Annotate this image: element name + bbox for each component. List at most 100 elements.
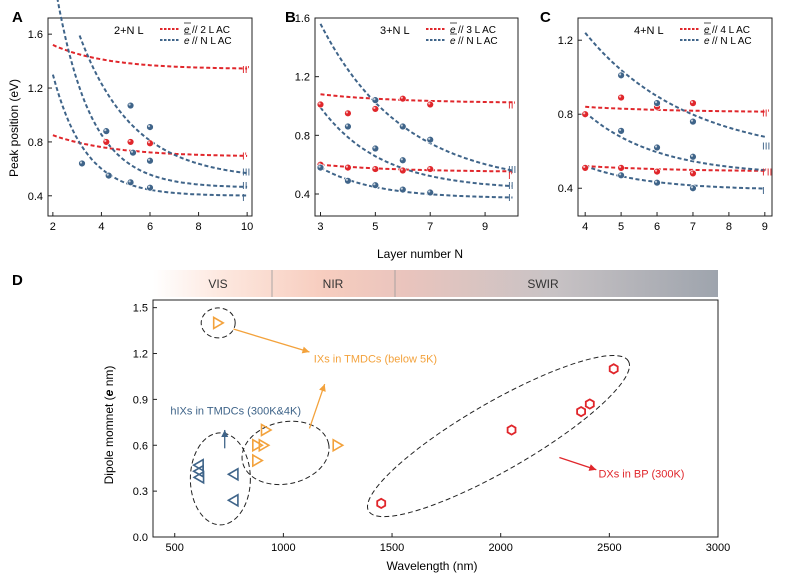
dx-marker xyxy=(608,363,619,375)
data-point xyxy=(399,156,407,164)
x-tick-label: 1000 xyxy=(271,542,295,554)
data-point xyxy=(344,122,352,131)
ix-marker xyxy=(332,438,345,453)
curve-label: III xyxy=(242,168,250,179)
plot-frame xyxy=(577,17,773,217)
panel-title: 2+N L xyxy=(114,25,144,37)
x-tick-label: 9 xyxy=(762,221,768,233)
x-axis-label-top: Layer number N xyxy=(377,247,463,261)
fit-curve xyxy=(52,134,248,157)
y-tick-label: 1.2 xyxy=(558,35,573,47)
data-point-highlight xyxy=(373,106,376,110)
data-point xyxy=(102,138,110,146)
data-point-highlight xyxy=(373,98,376,101)
data-point-highlight xyxy=(345,111,349,114)
band-label-vis: VIS xyxy=(208,277,227,291)
data-point-highlight xyxy=(690,171,694,174)
x-axis-label-d: Wavelength (nm) xyxy=(387,559,478,573)
y-tick-label: 0.4 xyxy=(28,191,43,203)
curve-label: I' xyxy=(508,171,513,182)
band-label-nir: NIR xyxy=(323,277,344,291)
data-point-highlight xyxy=(654,180,658,183)
dx-marker xyxy=(576,405,586,418)
dx-marker xyxy=(506,424,517,436)
data-point xyxy=(689,153,697,161)
legend-label: // 4 L AC xyxy=(712,25,750,36)
x-tick-label: 4 xyxy=(582,221,588,233)
data-point-highlight xyxy=(583,112,586,115)
data-point-highlight xyxy=(106,173,109,176)
x-tick-label: 5 xyxy=(372,221,378,233)
chart-panel-d: 500 1000 1500 2000 2500 3000 0.0 0.3 0.6 0.9 1.2 1.… xyxy=(133,299,730,554)
x-tick-label: 6 xyxy=(654,221,660,233)
arrow-ixs-head xyxy=(301,346,310,354)
data-point-highlight xyxy=(104,129,107,132)
dx-marker xyxy=(376,497,387,510)
y-tick-label: 0.3 xyxy=(133,486,148,498)
data-point xyxy=(653,178,661,187)
spectrum-bar: VIS NIR SWIR xyxy=(153,270,718,297)
data-point-highlight xyxy=(428,166,431,170)
curve-label: II xyxy=(242,181,248,192)
data-point-highlight xyxy=(690,154,694,157)
group-ellipse xyxy=(241,420,330,486)
fit-curve xyxy=(320,93,513,104)
data-point xyxy=(653,143,661,152)
data-point xyxy=(399,166,407,175)
legend-label: // 2 L AC xyxy=(192,25,230,36)
y-axis-label-top: Peak position (eV) xyxy=(7,79,21,177)
fit-curve xyxy=(584,32,766,138)
y-tick-label: 0.0 xyxy=(133,532,148,544)
data-point-highlight xyxy=(400,168,403,171)
data-point xyxy=(689,169,697,178)
panel-title: 4+N L xyxy=(634,25,664,37)
data-point-highlight xyxy=(104,139,107,143)
data-point xyxy=(146,184,154,192)
data-point xyxy=(581,110,589,118)
data-point-highlight xyxy=(428,102,431,105)
legend-symbol: e xyxy=(184,36,190,47)
data-point xyxy=(617,93,625,102)
legend-label: // 3 L AC xyxy=(458,25,496,36)
curve-label: I' xyxy=(242,151,247,162)
legend-label: // N L AC xyxy=(458,36,498,47)
panel-label-c: C xyxy=(540,9,551,26)
x-tick-label: 5 xyxy=(618,221,624,233)
legend-label: // N L AC xyxy=(192,36,232,47)
data-point xyxy=(399,185,407,194)
data-point xyxy=(426,136,434,144)
data-point xyxy=(316,163,325,172)
panel-label-b: B xyxy=(285,9,296,26)
data-point xyxy=(344,109,352,118)
y-tick-label: 0.8 xyxy=(558,109,573,121)
annotation-ixs: IXs in TMDCs (below 5K) xyxy=(314,354,437,366)
data-point xyxy=(617,171,625,179)
data-point-highlight xyxy=(128,103,131,106)
data-point xyxy=(344,163,352,172)
data-point-highlight xyxy=(619,95,622,98)
data-point-highlight xyxy=(400,96,403,99)
arrow-ixs xyxy=(308,383,326,429)
x-tick-label: 8 xyxy=(196,221,202,233)
x-tick-label: 10 xyxy=(241,221,253,233)
fit-curve xyxy=(585,165,765,172)
y-axis-label-d: Dipole momnet (e nm) xyxy=(102,366,116,485)
data-point-highlight xyxy=(130,150,134,153)
data-point-highlight xyxy=(373,166,376,170)
data-point-highlight xyxy=(690,119,694,122)
data-point xyxy=(105,171,113,180)
fit-curve xyxy=(585,105,765,113)
fit-curve xyxy=(319,23,513,172)
data-point xyxy=(399,122,407,131)
data-point xyxy=(316,100,325,109)
spectrum-gradient xyxy=(153,270,718,297)
ix-marker xyxy=(252,453,264,468)
data-point-highlight xyxy=(583,165,586,168)
x-tick-label: 9 xyxy=(482,221,488,233)
data-point xyxy=(102,127,110,135)
band-label-swir: SWIR xyxy=(527,277,559,291)
data-point-highlight xyxy=(345,124,349,127)
data-point xyxy=(371,181,380,189)
y-axis-label-d-suffix: nm) xyxy=(102,366,116,390)
fit-curve xyxy=(52,43,248,70)
